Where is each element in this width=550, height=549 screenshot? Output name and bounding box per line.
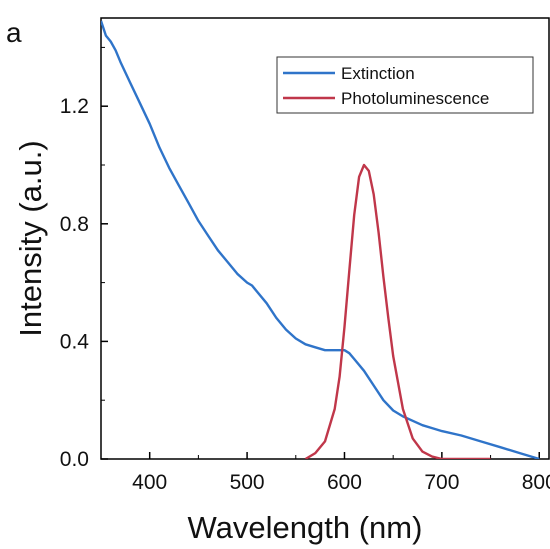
series-layer: [101, 20, 540, 459]
panel-label: a: [6, 17, 22, 48]
x-axis-title: Wavelength (nm): [188, 510, 423, 545]
x-tick-label: 800: [522, 471, 550, 494]
series-line-extinction: [101, 20, 540, 459]
plot-frame: [100, 17, 550, 460]
x-tick-label: 400: [132, 471, 167, 494]
x-axis: 400 500 600 700 800: [132, 452, 550, 494]
x-tick-label: 600: [327, 471, 362, 494]
y-axis-title: Intensity (a.u.): [13, 140, 48, 336]
y-tick-label: 0.4: [60, 330, 90, 353]
y-tick-label: 0.0: [60, 448, 89, 471]
legend-label: Photoluminescence: [341, 89, 489, 108]
y-tick-label: 0.8: [60, 213, 89, 236]
legend: Extinction Photoluminescence: [276, 56, 534, 114]
y-axis: 0.0 0.4 0.8 1.2: [60, 46, 108, 471]
y-tick-label: 1.2: [60, 95, 89, 118]
legend-label: Extinction: [341, 64, 415, 83]
legend-box: [276, 56, 534, 114]
series-line-photoluminescence: [304, 163, 491, 459]
x-tick-label: 500: [230, 471, 265, 494]
x-tick-label: 700: [424, 471, 459, 494]
